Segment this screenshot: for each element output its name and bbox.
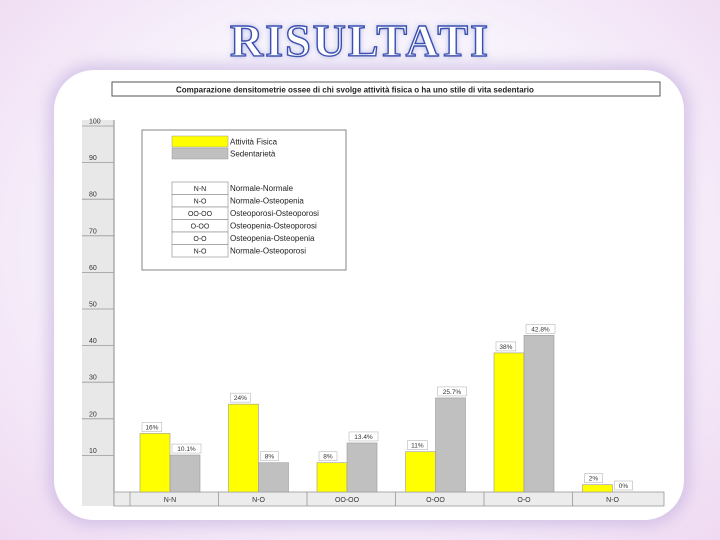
legend-code-meaning: Osteopenia-Osteoporosi: [230, 222, 317, 231]
y-tick-label: 100: [89, 119, 101, 126]
category-label: OO-OO: [335, 497, 360, 504]
bar-sedentarieta: [435, 397, 466, 493]
y-tick-label: 10: [89, 448, 97, 455]
data-label-box: [437, 386, 467, 397]
bar-attivita: [316, 462, 348, 493]
legend-swatch: [171, 147, 229, 160]
bar-attivita: [228, 403, 259, 493]
legend-series-label: Attività Fisica: [230, 138, 278, 147]
legend-code-cell: [171, 244, 229, 258]
data-label: 0%: [619, 483, 629, 490]
bar-sedentarieta: [258, 462, 289, 493]
data-label: 16%: [145, 424, 158, 431]
legend-code-meaning: Normale-Osteoporosi: [230, 247, 306, 256]
data-label: 8%: [323, 454, 333, 461]
bar-sedentarieta: [523, 335, 555, 493]
data-label-box: [171, 443, 202, 454]
legend-code: O-O: [193, 236, 207, 243]
y-tick-label: 80: [89, 192, 97, 199]
y-tick-label: 60: [89, 265, 97, 272]
data-label: 8%: [265, 454, 275, 461]
slide-title: RISULTATI: [229, 14, 491, 66]
data-label: 25.7%: [443, 389, 462, 396]
data-label-box: [318, 451, 338, 461]
legend-series-label: Sedentarietà: [230, 150, 276, 159]
data-label-box: [230, 392, 251, 403]
chart-title: Comparazione densitometrie ossee di chi …: [176, 86, 534, 95]
y-axis-strip: [82, 120, 114, 506]
legend-code-meaning: Normale-Normale: [230, 184, 294, 193]
legend-code: N-N: [194, 186, 206, 193]
chart-card: Comparazione densitometrie ossee di chi …: [54, 70, 684, 520]
legend: Attività Fisica Sedentarietà N-N Normale-No…: [141, 129, 347, 271]
bar-sedentarieta: [346, 442, 378, 493]
data-label-box: [407, 440, 428, 450]
data-label: 2%: [589, 476, 599, 483]
legend-code: OO-OO: [188, 211, 213, 218]
legend-code: N-O: [194, 199, 207, 206]
bar-chart: Comparazione densitometrie ossee di chi …: [82, 81, 665, 507]
category-band: [113, 491, 665, 507]
category-label: N-O: [252, 497, 265, 504]
data-label-box: [260, 451, 279, 461]
data-label-box: [525, 324, 556, 334]
data-label: 13.4%: [354, 434, 373, 441]
bar-attivita: [493, 352, 525, 493]
data-label-box: [141, 422, 163, 432]
legend-code: N-O: [194, 249, 207, 256]
y-tick-label: 40: [89, 338, 97, 345]
data-label: 42.8%: [531, 326, 550, 333]
y-tick-label: 50: [89, 302, 97, 309]
legend-swatch: [171, 135, 229, 148]
data-label-box: [348, 431, 379, 442]
y-tick-label: 30: [89, 375, 97, 382]
y-tick-label: 20: [89, 411, 97, 418]
bar-attivita: [139, 433, 171, 493]
data-label-box: [584, 473, 603, 483]
category-label: N-N: [164, 497, 176, 504]
data-label-box: [495, 341, 517, 352]
y-tick-label: 70: [89, 228, 97, 235]
chart-title-box: Comparazione densitometrie ossee di chi …: [111, 81, 661, 97]
bar-sedentarieta: [169, 454, 201, 493]
bar-attivita: [405, 451, 436, 493]
legend-code-meaning: Normale-Osteopenia: [230, 197, 304, 206]
data-label: 10.1%: [177, 446, 196, 453]
bar-attivita: [582, 484, 613, 493]
data-label: 11%: [411, 443, 424, 450]
category-label: N-O: [606, 497, 619, 504]
y-tick-label: 90: [89, 155, 97, 162]
category-label: O-OO: [426, 497, 445, 504]
data-label: 24%: [234, 395, 247, 402]
data-label: 38%: [499, 344, 512, 351]
data-label-box: [614, 480, 633, 491]
legend-code-meaning: Osteoporosi-Osteoporosi: [230, 209, 319, 218]
legend-code-meaning: Osteopenia-Osteopenia: [230, 234, 315, 243]
category-label: O-O: [517, 497, 531, 504]
legend-code: O-OO: [191, 224, 210, 231]
